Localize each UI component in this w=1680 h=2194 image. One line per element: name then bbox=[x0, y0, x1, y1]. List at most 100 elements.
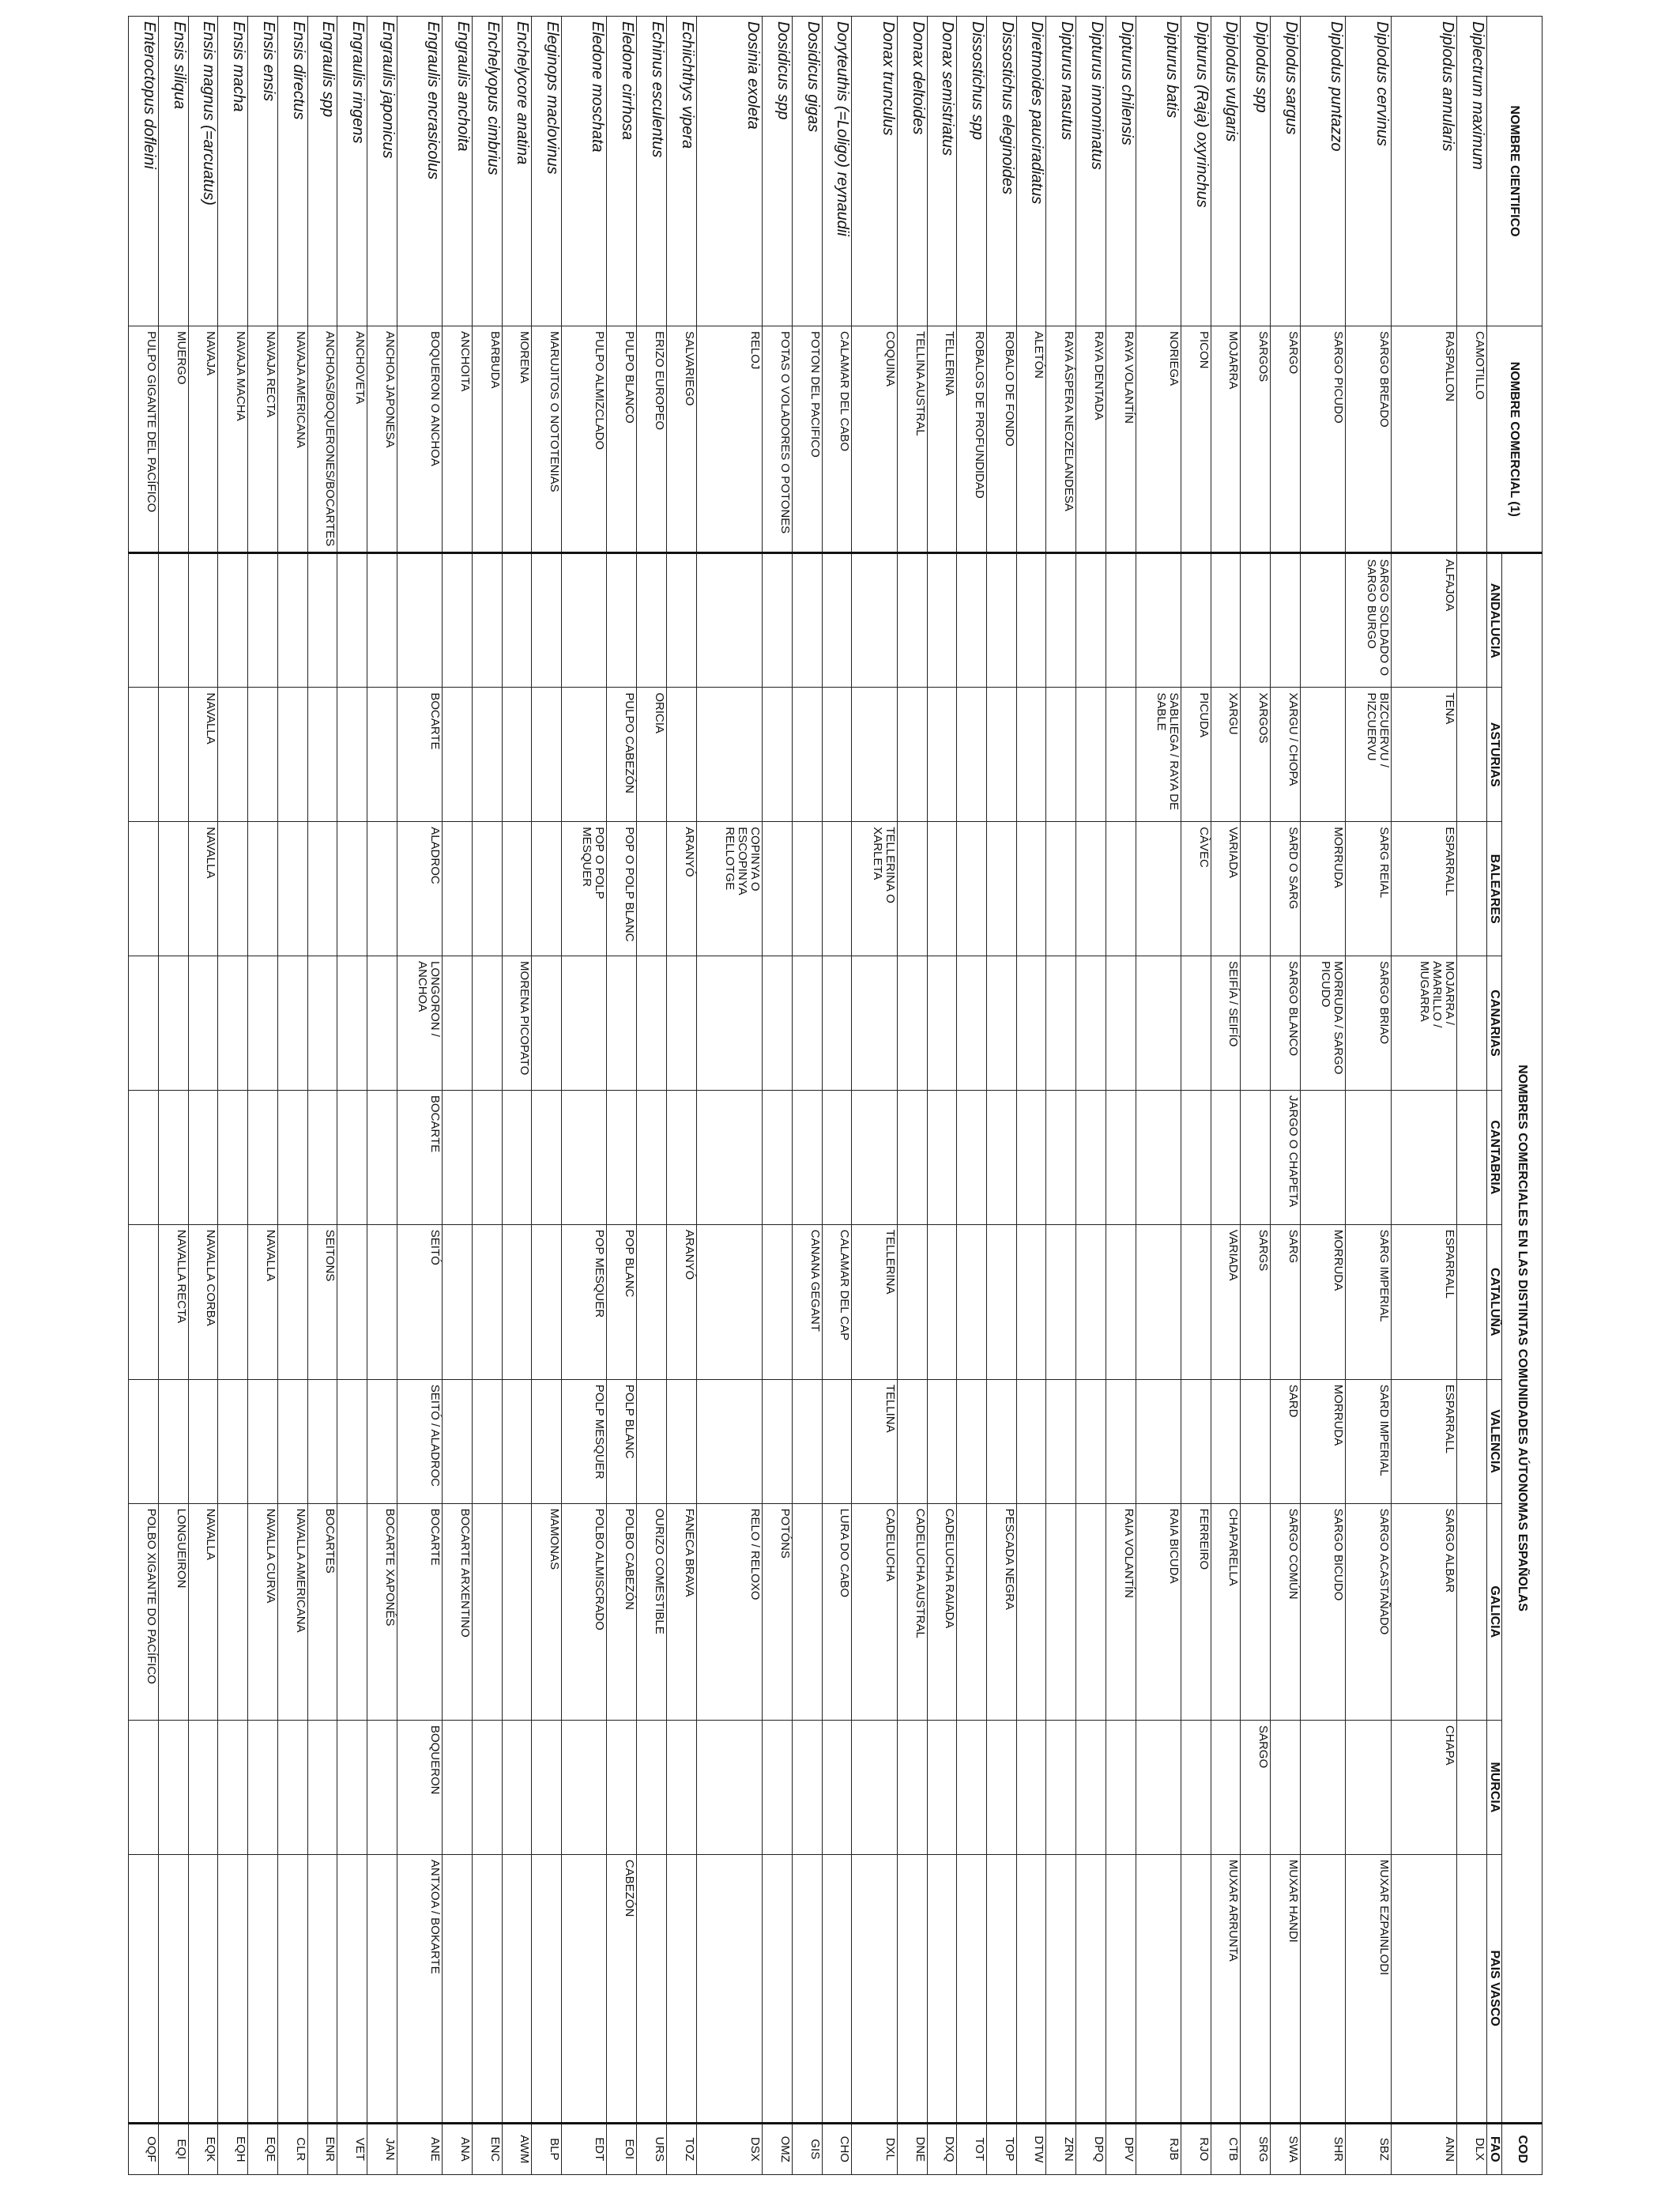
cell-murcia bbox=[217, 1720, 248, 1855]
cell-pais-vasco bbox=[247, 1854, 278, 2124]
cell-murcia bbox=[636, 1720, 667, 1855]
cell-valencia bbox=[1075, 1379, 1106, 1504]
cell-scientific-name: Enchelycore anatina bbox=[502, 16, 532, 326]
cell-cantabria bbox=[1045, 1090, 1076, 1225]
cell-baleares bbox=[247, 821, 278, 956]
cell-galicia: RAIA BICUDA bbox=[1136, 1503, 1181, 1721]
table-row: Ensis directus NAVAJA AMERICANA NAVALLA AM… bbox=[277, 16, 308, 2175]
cell-cantabria bbox=[696, 1090, 763, 1225]
cell-pais-vasco bbox=[337, 1854, 367, 2124]
cell-cataluna bbox=[217, 1224, 248, 1380]
cell-fao-code: SRG bbox=[1240, 2123, 1271, 2175]
cell-pais-vasco: MUXAR EZPAINLODI bbox=[1345, 1854, 1392, 2124]
cell-cataluna bbox=[1456, 1224, 1487, 1380]
cell-canarias bbox=[822, 956, 852, 1091]
cell-valencia: ESPARRALL bbox=[1391, 1379, 1457, 1504]
cell-baleares bbox=[927, 821, 957, 956]
cell-valencia bbox=[822, 1379, 852, 1504]
cell-asturias bbox=[277, 687, 308, 822]
cell-baleares bbox=[1106, 821, 1136, 956]
cell-scientific-name: Dosinia exoleta bbox=[696, 16, 763, 326]
cell-canarias bbox=[851, 956, 898, 1091]
table-row: Dissostichus spp ROBALOS DE PROFUNDIDAD TO… bbox=[956, 16, 987, 2175]
cell-asturias bbox=[307, 687, 337, 822]
cell-fao-code: EDT bbox=[561, 2123, 607, 2175]
cell-baleares bbox=[217, 821, 248, 956]
cell-cataluna bbox=[531, 1224, 562, 1380]
cell-canarias: MOJARRA / AMARILLO / MUGARRA bbox=[1391, 956, 1457, 1091]
cell-andalucia bbox=[1106, 552, 1136, 688]
cell-asturias bbox=[1016, 687, 1046, 822]
cell-asturias: NAVALLA bbox=[188, 687, 218, 822]
cell-cataluna: SEITONS bbox=[307, 1224, 337, 1380]
cell-galicia: POLBO XIGANTE DO PACÍFICO bbox=[128, 1503, 159, 1721]
cell-canarias bbox=[307, 956, 337, 1091]
cell-valencia bbox=[367, 1379, 397, 1504]
cell-canarias bbox=[158, 956, 189, 1091]
cell-fao-code: TOT bbox=[956, 2123, 987, 2175]
cell-baleares bbox=[1136, 821, 1181, 956]
cell-fao-code: DLX bbox=[1456, 2123, 1487, 2175]
cell-galicia: LONGUEIRON bbox=[158, 1503, 189, 1721]
table-row: Enteroctopus dofleini PULPO GIGANTE DEL P… bbox=[128, 16, 159, 2175]
cell-murcia bbox=[851, 1720, 898, 1855]
table-row: Ensis macha NAVAJA MACHA EQH bbox=[217, 16, 248, 2175]
cell-andalucia bbox=[666, 552, 697, 688]
cell-fao-code: EQI bbox=[158, 2123, 189, 2175]
cell-fao-code: DPQ bbox=[1075, 2123, 1106, 2175]
cell-fao-code: BLP bbox=[531, 2123, 562, 2175]
cell-commercial-name: SALVARIEGO bbox=[666, 326, 697, 553]
cell-cantabria bbox=[1300, 1090, 1346, 1225]
cell-murcia bbox=[1075, 1720, 1106, 1855]
cell-canarias bbox=[1181, 956, 1211, 1091]
cell-galicia: BOCARTE ARXENTINO bbox=[442, 1503, 473, 1721]
cell-murcia bbox=[337, 1720, 367, 1855]
cell-murcia bbox=[1456, 1720, 1487, 1855]
cell-galicia: POTÓNS bbox=[762, 1503, 793, 1721]
cell-cataluna: CANANA GEGANT bbox=[792, 1224, 823, 1380]
cell-baleares: ALADROC bbox=[397, 821, 443, 956]
cell-cataluna bbox=[1136, 1224, 1181, 1380]
cell-andalucia bbox=[1211, 552, 1241, 688]
cell-baleares: TELLERINA O XARLETA bbox=[851, 821, 898, 956]
cell-cantabria bbox=[128, 1090, 159, 1225]
cell-scientific-name: Ensis ensis bbox=[247, 16, 278, 326]
cell-canarias bbox=[956, 956, 987, 1091]
cell-baleares bbox=[277, 821, 308, 956]
cell-canarias bbox=[442, 956, 473, 1091]
cell-commercial-name: POTAS O VOLADORES O POTONES bbox=[762, 326, 793, 553]
cell-scientific-name: Ensis macha bbox=[217, 16, 248, 326]
col-header-asturias: ASTURIAS bbox=[1486, 687, 1502, 822]
cell-scientific-name: Enteroctopus dofleini bbox=[128, 16, 159, 326]
table-row: Dipturus batis NORIEGA SABLIEGA / RAYA DE … bbox=[1136, 16, 1181, 2175]
cell-murcia bbox=[307, 1720, 337, 1855]
table-row: Engraulis encrasicolus BOQUERON O ANCHOA B… bbox=[397, 16, 443, 2175]
cell-andalucia bbox=[897, 552, 928, 688]
cell-andalucia bbox=[636, 552, 667, 688]
cell-asturias: TENA bbox=[1391, 687, 1457, 822]
cell-valencia bbox=[1106, 1379, 1136, 1504]
cell-pais-vasco bbox=[1106, 1854, 1136, 2124]
cell-cantabria bbox=[1456, 1090, 1487, 1225]
col-header-sci: NOMBRE CIENTIFICO bbox=[1486, 16, 1543, 326]
table-row: Eledone moschata PULPO ALMIZCLADO POP O PO… bbox=[561, 16, 607, 2175]
rotated-page: NOMBRE CIENTIFICO NOMBRE COMERCIAL (1) N… bbox=[128, 16, 1543, 2175]
table-row: Engraulis japonicus ANCHOA JAPONESA BOCART… bbox=[367, 16, 397, 2175]
cell-cantabria bbox=[1016, 1090, 1046, 1225]
col-header-cataluna: CATALUÑA bbox=[1486, 1224, 1502, 1380]
cell-canarias: MORENA PICOPATO bbox=[502, 956, 532, 1091]
table-row: Engraulis spp ANCHOAS/BOQUERONES/BOCARTES… bbox=[307, 16, 337, 2175]
cell-murcia bbox=[1300, 1720, 1346, 1855]
cell-asturias bbox=[666, 687, 697, 822]
cell-canarias bbox=[792, 956, 823, 1091]
cell-commercial-name: RAYA DENTADA bbox=[1075, 326, 1106, 553]
cell-andalucia bbox=[1075, 552, 1106, 688]
cell-canarias bbox=[636, 956, 667, 1091]
cell-cataluna bbox=[986, 1224, 1017, 1380]
cell-valencia bbox=[986, 1379, 1017, 1504]
cell-scientific-name: Dipturus nasutus bbox=[1045, 16, 1076, 326]
cell-valencia bbox=[762, 1379, 793, 1504]
cell-galicia: POLBO ALMISCRADO bbox=[561, 1503, 607, 1721]
cell-andalucia bbox=[1136, 552, 1181, 688]
cell-cantabria bbox=[1240, 1090, 1271, 1225]
